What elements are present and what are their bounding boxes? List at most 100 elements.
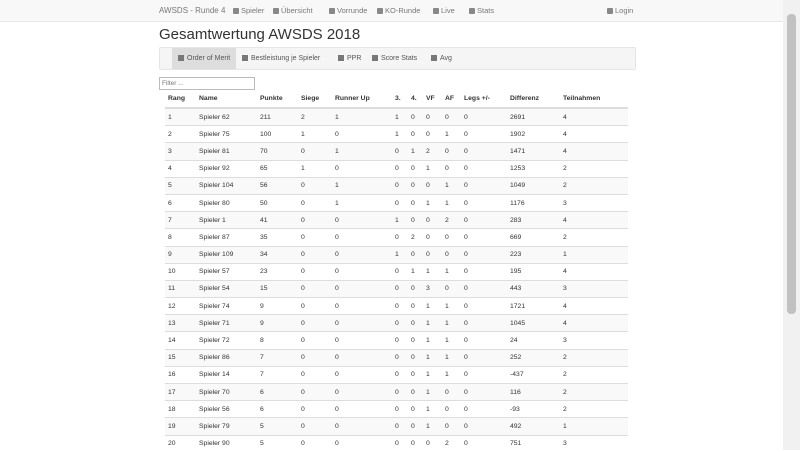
table-cell: 10: [165, 262, 196, 281]
table-cell: 0: [423, 245, 442, 264]
column-header[interactable]: Rang: [165, 90, 196, 109]
table-cell: 0: [442, 107, 461, 126]
table-cell: 8: [257, 331, 298, 350]
column-header[interactable]: 4.: [408, 90, 423, 109]
table-cell: 1176: [507, 193, 560, 212]
table-cell: Spieler 57: [196, 262, 257, 281]
table-cell: 3: [560, 193, 628, 212]
nav-label: Vorrunde: [337, 6, 368, 15]
table-cell: 0: [408, 297, 423, 315]
nav-item[interactable]: Übersicht: [273, 0, 313, 21]
table-cell: 0: [461, 331, 507, 350]
tab[interactable]: Score Stats: [366, 48, 423, 69]
column-header[interactable]: Runner Up: [332, 90, 392, 109]
table-cell: 2: [408, 228, 423, 246]
table-cell: Spieler 70: [196, 382, 257, 401]
table-cell: 0: [298, 228, 332, 246]
table-cell: 56: [257, 176, 298, 195]
table-cell: 0: [298, 245, 332, 264]
table-cell: 9: [165, 245, 196, 264]
filter-input[interactable]: [159, 77, 255, 90]
table-cell: 3: [165, 142, 196, 161]
table-cell: 0: [392, 297, 408, 315]
tab-icon: [242, 55, 248, 61]
table-row: 14 Spieler 72 8 0 0 0 0 1 1 0 24 3: [165, 331, 628, 350]
nav-item[interactable]: Spieler: [233, 0, 264, 21]
table-row: 5 Spieler 104 56 0 1 0 0 0 1 0 1049 2: [165, 176, 628, 195]
table-cell: 1: [423, 297, 442, 315]
table-cell: 0: [332, 365, 392, 384]
column-header[interactable]: Siege: [298, 90, 332, 109]
nav-item[interactable]: Stats: [469, 0, 494, 21]
column-header[interactable]: Legs +/-: [461, 90, 507, 109]
nav-item[interactable]: Live: [433, 0, 455, 21]
table-cell: 1: [442, 331, 461, 350]
navbar: AWSDS - Runde 4 Spieler Übersicht Vorrunde K…: [0, 0, 783, 22]
table-cell: 0: [298, 262, 332, 281]
table-cell: 65: [257, 159, 298, 178]
table-cell: 4: [560, 211, 628, 229]
table-cell: 0: [332, 382, 392, 401]
tab[interactable]: Avg: [425, 48, 458, 69]
table-cell: 0: [392, 434, 408, 452]
table-cell: 0: [298, 365, 332, 384]
table-cell: 1: [442, 297, 461, 315]
tab[interactable]: PPR: [332, 48, 367, 69]
table-cell: 0: [298, 142, 332, 161]
tab[interactable]: Order of Merit: [172, 48, 237, 69]
table-cell: 1: [332, 142, 392, 161]
column-header[interactable]: Differenz: [507, 90, 560, 109]
table-row: 10 Spieler 57 23 0 0 0 1 1 1 0 195 4: [165, 262, 628, 281]
table-cell: 0: [461, 142, 507, 161]
table-cell: 1721: [507, 297, 560, 315]
table-cell: 0: [461, 245, 507, 264]
nav-label: Spieler: [241, 6, 265, 15]
table-cell: 7: [165, 211, 196, 229]
table-cell: 17: [165, 382, 196, 401]
table-cell: 0: [298, 314, 332, 332]
table-row: 18 Spieler 56 6 0 0 0 0 1 0 0 -93 2: [165, 400, 628, 418]
table-cell: 0: [332, 400, 392, 418]
table-cell: 0: [408, 434, 423, 452]
brand[interactable]: AWSDS - Runde 4: [159, 6, 226, 15]
table-cell: 5: [165, 176, 196, 195]
table-cell: 4: [165, 159, 196, 178]
table-cell: 0: [332, 279, 392, 298]
column-header[interactable]: 3.: [392, 90, 408, 109]
table-cell: 0: [392, 262, 408, 281]
table-cell: 7: [257, 365, 298, 384]
tab-icon: [338, 55, 344, 61]
nav-item[interactable]: Vorrunde: [329, 0, 367, 21]
table-cell: 5: [257, 417, 298, 436]
nav-item[interactable]: KO-Runde: [377, 0, 420, 21]
tab-icon: [178, 55, 184, 61]
tab[interactable]: Bestleistung je Spieler: [236, 48, 326, 69]
table-cell: 1: [423, 193, 442, 212]
table-cell: 0: [392, 417, 408, 436]
table-cell: 669: [507, 228, 560, 246]
scrollbar[interactable]: [783, 0, 800, 450]
nav-label: Stats: [477, 6, 495, 15]
column-header[interactable]: AF: [442, 90, 461, 109]
table-cell: 20: [165, 434, 196, 452]
table-cell: 2: [423, 142, 442, 161]
ranking-table: Rang Name Punkte Siege Runner Up 3. 4. VF AF Legs…: [165, 90, 628, 452]
scroll-thumb[interactable]: [787, 14, 796, 314]
table-cell: 0: [461, 400, 507, 418]
login-link[interactable]: Login: [607, 0, 633, 21]
table-cell: 1902: [507, 125, 560, 143]
table-cell: 0: [408, 314, 423, 332]
tab-icon: [372, 55, 378, 61]
column-header[interactable]: Teilnahmen: [560, 90, 628, 109]
nav-label: KO-Runde: [385, 6, 421, 15]
table-cell: 1: [408, 142, 423, 161]
column-header[interactable]: VF: [423, 90, 442, 109]
table-cell: 1: [442, 314, 461, 332]
table-row: 11 Spieler 54 15 0 0 0 0 3 0 0 443 3: [165, 279, 628, 298]
table-cell: Spieler 71: [196, 314, 257, 332]
table-cell: 12: [165, 297, 196, 315]
column-header[interactable]: Punkte: [257, 90, 298, 109]
column-header[interactable]: Name: [196, 90, 257, 109]
table-cell: 6: [165, 193, 196, 212]
table-cell: 2: [298, 107, 332, 126]
